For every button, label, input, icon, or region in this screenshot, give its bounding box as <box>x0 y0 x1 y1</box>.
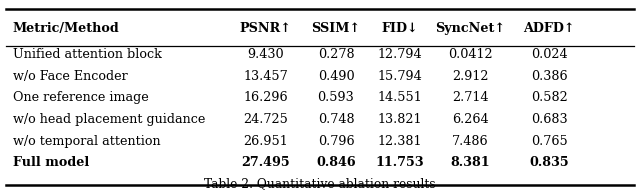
Text: Table 2. Quantitative ablation results: Table 2. Quantitative ablation results <box>204 178 436 191</box>
Text: w/o temporal attention: w/o temporal attention <box>13 135 161 148</box>
Text: 16.296: 16.296 <box>243 91 288 104</box>
Text: FID↓: FID↓ <box>381 22 419 35</box>
Text: PSNR↑: PSNR↑ <box>239 22 292 35</box>
Text: 24.725: 24.725 <box>243 113 288 126</box>
Text: 2.912: 2.912 <box>452 69 489 83</box>
Text: 11.753: 11.753 <box>376 156 424 170</box>
Text: 0.683: 0.683 <box>531 113 568 126</box>
Text: SyncNet↑: SyncNet↑ <box>435 22 506 35</box>
Text: 2.714: 2.714 <box>452 91 489 104</box>
Text: 9.430: 9.430 <box>247 48 284 61</box>
Text: 8.381: 8.381 <box>451 156 490 170</box>
Text: 0.024: 0.024 <box>531 48 568 61</box>
Text: 0.835: 0.835 <box>529 156 569 170</box>
Text: ADFD↑: ADFD↑ <box>524 22 575 35</box>
Text: 26.951: 26.951 <box>243 135 288 148</box>
Text: 0.582: 0.582 <box>531 91 568 104</box>
Text: 0.846: 0.846 <box>316 156 356 170</box>
Text: 0.0412: 0.0412 <box>448 48 493 61</box>
Text: 0.490: 0.490 <box>317 69 355 83</box>
Text: 6.264: 6.264 <box>452 113 489 126</box>
Text: 27.495: 27.495 <box>241 156 290 170</box>
Text: 12.794: 12.794 <box>378 48 422 61</box>
Text: 13.821: 13.821 <box>378 113 422 126</box>
Text: 0.386: 0.386 <box>531 69 568 83</box>
Text: 0.278: 0.278 <box>317 48 355 61</box>
Text: 0.748: 0.748 <box>317 113 355 126</box>
Text: 14.551: 14.551 <box>378 91 422 104</box>
Text: Unified attention block: Unified attention block <box>13 48 162 61</box>
Text: One reference image: One reference image <box>13 91 148 104</box>
Text: 0.796: 0.796 <box>317 135 355 148</box>
Text: Full model: Full model <box>13 156 89 170</box>
Text: w/o head placement guidance: w/o head placement guidance <box>13 113 205 126</box>
Text: SSIM↑: SSIM↑ <box>312 22 360 35</box>
Text: Metric/Method: Metric/Method <box>13 22 120 35</box>
Text: 7.486: 7.486 <box>452 135 489 148</box>
Text: 0.765: 0.765 <box>531 135 568 148</box>
Text: w/o Face Encoder: w/o Face Encoder <box>13 69 127 83</box>
Text: 15.794: 15.794 <box>378 69 422 83</box>
Text: 0.593: 0.593 <box>317 91 355 104</box>
Text: 12.381: 12.381 <box>378 135 422 148</box>
Text: 13.457: 13.457 <box>243 69 288 83</box>
